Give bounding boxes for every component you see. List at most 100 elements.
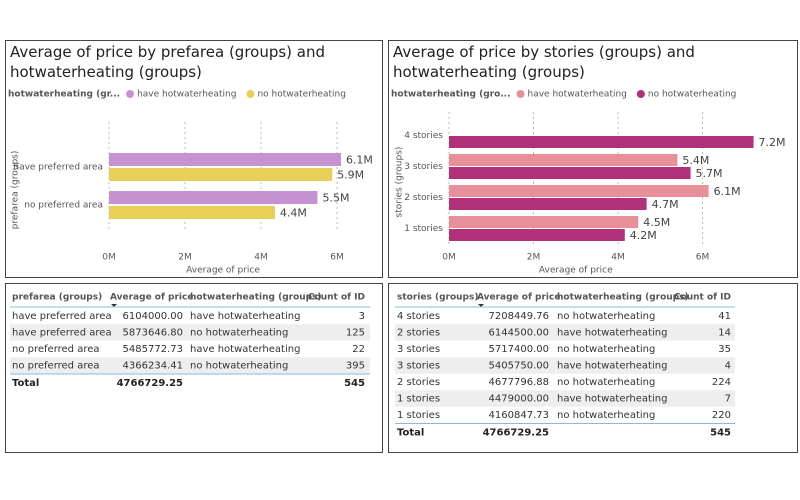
bar — [449, 229, 625, 241]
cell: 1 stories — [397, 394, 440, 405]
legend-label: have hotwaterheating — [137, 90, 236, 100]
cell: 220 — [712, 410, 731, 421]
value-label: 4.4M — [280, 207, 307, 220]
value-label: 4.5M — [643, 216, 670, 229]
legend-label: no hotwaterheating — [648, 90, 737, 100]
panel — [388, 40, 798, 278]
panel — [5, 40, 383, 278]
cell: have hotwaterheating — [190, 311, 300, 322]
cell: 395 — [346, 361, 365, 372]
panel — [388, 283, 798, 453]
bar — [449, 167, 691, 179]
bar — [449, 216, 639, 228]
cell: 4160847.73 — [489, 410, 549, 421]
cell: have preferred area — [12, 311, 112, 322]
cell: 14 — [718, 328, 731, 339]
value-label: 4.2M — [630, 229, 657, 242]
cell: 4 — [725, 361, 731, 372]
cell: no hotwaterheating — [190, 361, 288, 372]
cell: 5485772.73 — [123, 344, 183, 355]
column-header: Average of price — [110, 293, 193, 303]
y-tick-label: no preferred area — [24, 201, 103, 211]
x-tick-label: 0M — [442, 253, 456, 263]
legend-title: hotwaterheating (gro... — [391, 90, 511, 100]
cell: 5717400.00 — [489, 344, 549, 355]
cell: 3 stories — [397, 361, 440, 372]
cell: 125 — [346, 328, 365, 339]
bar — [449, 198, 647, 210]
row-band — [395, 324, 735, 341]
cell: 4677796.88 — [489, 377, 549, 388]
cell: 2 stories — [397, 377, 440, 388]
bar — [449, 136, 754, 148]
cell: no hotwaterheating — [190, 328, 288, 339]
row-band — [395, 357, 735, 374]
cell: 1 stories — [397, 410, 440, 421]
row-band — [10, 324, 370, 341]
y-axis-label: stories (groups) — [395, 147, 405, 218]
cell: 224 — [712, 377, 731, 388]
column-header: Count of ID — [674, 293, 731, 303]
total-average: 4766729.25 — [117, 378, 183, 389]
cell: have preferred area — [12, 328, 112, 339]
x-tick-label: 0M — [102, 253, 116, 263]
column-header: stories (groups) — [397, 293, 478, 303]
chart-title: Average of price by prefarea (groups) an… — [10, 43, 325, 81]
legend-title: hotwaterheating (gr... — [8, 90, 120, 100]
bar — [109, 191, 318, 204]
bar — [109, 206, 275, 219]
value-label: 6.1M — [346, 154, 373, 167]
column-header: Average of price — [477, 293, 560, 303]
chart-title: Average of price by stories (groups) and… — [393, 43, 695, 81]
total-label: Total — [12, 378, 39, 389]
legend-swatch — [516, 90, 525, 98]
cell: no hotwaterheating — [557, 377, 655, 388]
cell: 35 — [718, 344, 731, 355]
x-axis-label: Average of price — [186, 266, 260, 276]
sort-indicator — [478, 304, 484, 307]
value-label: 6.1M — [714, 185, 741, 198]
x-tick-label: 6M — [696, 253, 710, 263]
x-tick-label: 2M — [527, 253, 541, 263]
y-tick-label: 1 stories — [404, 224, 443, 234]
cell: no preferred area — [12, 344, 100, 355]
legend-label: have hotwaterheating — [528, 90, 627, 100]
column-header: Count of ID — [308, 293, 365, 303]
cell: 5405750.00 — [489, 361, 549, 372]
cell: 6144500.00 — [489, 328, 549, 339]
y-tick-label: have preferred area — [13, 163, 103, 173]
cell: have hotwaterheating — [557, 328, 667, 339]
total-average: 4766729.25 — [483, 428, 549, 439]
cell: have hotwaterheating — [557, 394, 667, 405]
bar — [449, 154, 678, 166]
bar — [109, 153, 341, 166]
y-tick-label: 4 stories — [404, 131, 443, 141]
x-tick-label: 6M — [330, 253, 344, 263]
cell: 41 — [718, 311, 731, 322]
cell: no preferred area — [12, 361, 100, 372]
panel — [5, 283, 383, 453]
cell: have hotwaterheating — [557, 361, 667, 372]
x-tick-label: 4M — [611, 253, 625, 263]
y-tick-label: 3 stories — [404, 162, 443, 172]
legend-label: no hotwaterheating — [257, 90, 346, 100]
cell: 3 stories — [397, 344, 440, 355]
x-axis-label: Average of price — [539, 266, 613, 276]
value-label: 5.4M — [682, 154, 709, 167]
cell: 7208449.76 — [489, 311, 549, 322]
cell: 3 — [359, 311, 365, 322]
row-band — [395, 390, 735, 407]
legend-swatch — [636, 90, 645, 98]
cell: no hotwaterheating — [557, 410, 655, 421]
cell: have hotwaterheating — [190, 344, 300, 355]
cell: 22 — [352, 344, 365, 355]
total-count: 545 — [344, 378, 365, 389]
value-label: 5.9M — [337, 169, 364, 182]
bar — [109, 168, 333, 181]
cell: 7 — [725, 394, 731, 405]
y-axis-label: prefarea (groups) — [11, 151, 21, 230]
cell: 6104000.00 — [123, 311, 183, 322]
legend-swatch — [246, 90, 255, 98]
